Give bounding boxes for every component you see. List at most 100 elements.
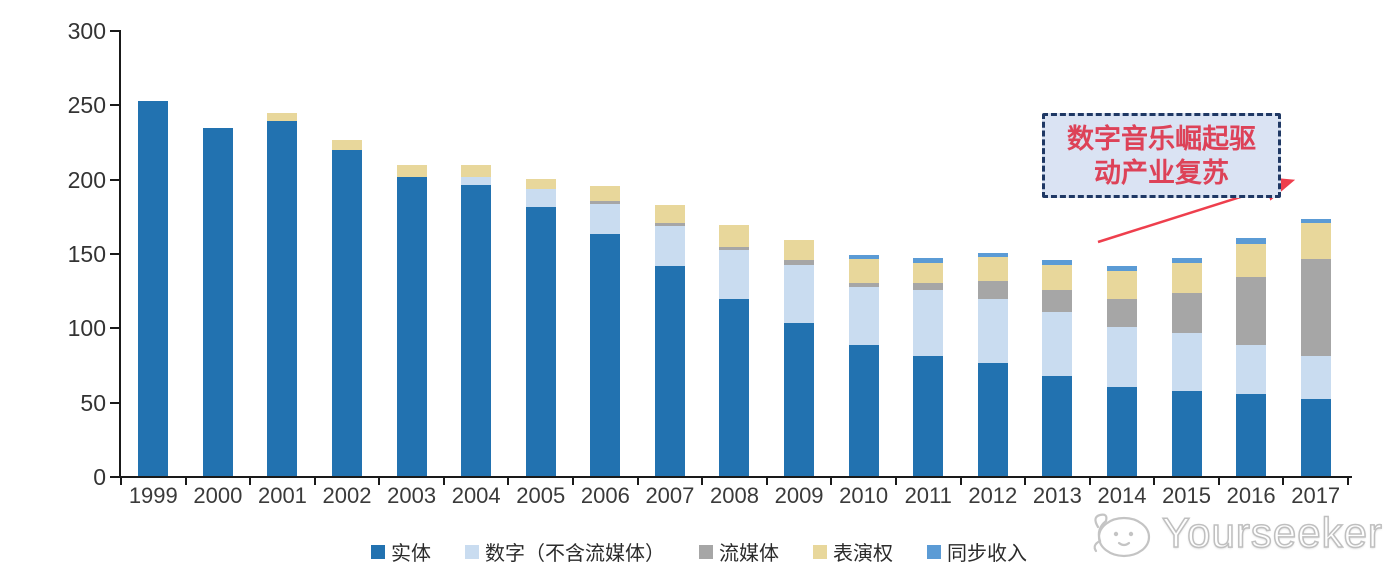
x-axis-label: 2004 (451, 483, 501, 508)
bar-segment-physical (654, 266, 685, 476)
bar-2008 (719, 224, 750, 476)
bar-slot-2012 (961, 30, 1026, 476)
bar-segment-streaming (654, 223, 685, 227)
bar-segment-physical (525, 206, 556, 476)
bar-segment-streaming (1171, 293, 1202, 334)
x-axis-tick-mark (572, 478, 575, 485)
x-axis-line (112, 476, 1352, 478)
y-axis-tick-label: 150 (67, 241, 106, 267)
x-axis-label: 2013 (1032, 483, 1082, 508)
x-axis-label: 2007 (645, 483, 695, 508)
bar-segment-digital-excl-streaming (977, 299, 1008, 364)
legend-label: 同步收入 (947, 543, 1027, 565)
y-axis-tick-label: 50 (80, 389, 106, 416)
x-axis-label: 2005 (516, 483, 566, 508)
bar-segment-sync-revenue (1171, 257, 1202, 264)
bar-2004 (461, 165, 492, 476)
bar-segment-performance-rights (267, 113, 298, 121)
x-axis-label: 2017 (1291, 483, 1341, 508)
legend-item-sync-revenue: 同步收入 (927, 537, 1027, 566)
bar-segment-sync-revenue (977, 253, 1008, 258)
annotation-text-line1: 数字音乐崛起驱 (1067, 123, 1256, 154)
x-axis-tick-mark (507, 478, 510, 485)
y-axis-line (119, 30, 121, 478)
y-axis-tick-mark (110, 327, 120, 330)
x-axis-tick-mark (1282, 478, 1285, 485)
x-axis-label: 2015 (1162, 483, 1212, 508)
bar-2006 (590, 186, 621, 476)
bar-1999 (138, 101, 169, 476)
bar-slot-2016 (1219, 30, 1284, 476)
x-axis-tick-mark (830, 478, 833, 485)
annotation-text-line2: 动产业复苏 (1094, 157, 1229, 188)
x-axis-tick-mark (313, 478, 316, 485)
bar-segment-digital-excl-streaming (784, 264, 815, 323)
y-axis-tick-label: 300 (67, 18, 106, 44)
bar-2011 (913, 257, 944, 476)
bar-segment-physical (1106, 386, 1137, 476)
bar-segment-physical (784, 322, 815, 476)
bar-segment-performance-rights (784, 239, 815, 261)
x-axis-label: 2011 (904, 483, 952, 508)
x-axis-labels: 1999 2000 2001 2002 2003 2004 2005 2006 2007 2008… (121, 483, 1348, 509)
bar-2000 (202, 128, 233, 476)
bar-slot-2007 (638, 30, 703, 476)
bar-2013 (1042, 260, 1073, 476)
bar-segment-digital-excl-streaming (590, 203, 621, 234)
x-axis-label: 2009 (774, 483, 824, 508)
bar-segment-sync-revenue (1106, 266, 1137, 271)
bar-segment-streaming (848, 282, 879, 288)
y-axis-tick-label: 200 (67, 166, 106, 193)
legend-swatch (813, 544, 827, 559)
bar-slot-2011 (896, 30, 961, 476)
bar-2016 (1236, 238, 1267, 476)
y-axis-tick-mark (110, 253, 120, 255)
bar-2009 (784, 239, 815, 476)
y-axis-tick-label: 0 (93, 464, 106, 490)
bar-segment-streaming (1042, 290, 1073, 313)
x-axis-label: 2001 (257, 483, 307, 508)
bar-slot-2006 (573, 30, 638, 476)
bar-segment-streaming (590, 201, 621, 204)
bar-segment-physical (396, 177, 427, 476)
x-axis-label: 2002 (322, 483, 372, 508)
y-axis-tick-label: 250 (67, 92, 106, 119)
bar-2003 (396, 165, 427, 476)
x-axis-label: 2008 (710, 483, 759, 508)
y-axis-tick-mark (110, 476, 120, 478)
legend-item-digital-excl-streaming: 数字（不含流媒体） (465, 537, 665, 566)
watermark: Yourseeker (1086, 503, 1398, 565)
x-axis-tick-mark (1024, 478, 1027, 485)
bar-segment-physical (977, 363, 1008, 476)
legend-swatch (699, 544, 713, 559)
x-axis-tick-mark (701, 478, 704, 485)
bar-segment-sync-revenue (1042, 260, 1073, 265)
x-axis-label: 2010 (839, 483, 889, 508)
y-axis-tick-label: 100 (67, 315, 106, 342)
bar-2002 (332, 140, 363, 476)
watermark-text: Yourseeker (1161, 508, 1383, 557)
bar-slot-1999 (121, 30, 186, 476)
bar-2007 (654, 205, 685, 476)
bar-slot-2003 (379, 30, 444, 476)
bar-segment-physical (1171, 391, 1202, 476)
bar-segment-digital-excl-streaming (1106, 327, 1137, 387)
bar-segment-streaming (977, 281, 1008, 300)
bar-2005 (525, 178, 556, 476)
x-axis-label: 2016 (1226, 483, 1276, 508)
bar-segment-physical (719, 299, 750, 476)
x-axis-tick-mark (765, 478, 768, 485)
bar-segment-streaming (1300, 258, 1331, 356)
bar-segment-streaming (719, 247, 750, 251)
bar-segment-physical (1236, 394, 1267, 476)
bar-segment-streaming (1106, 299, 1137, 328)
x-axis-tick-mark (894, 478, 897, 485)
x-axis-tick-mark (1217, 478, 1220, 485)
bar-segment-physical (590, 233, 621, 476)
bar-segment-performance-rights (461, 165, 492, 178)
bar-slot-2008 (702, 30, 767, 476)
chart-legend: 实体 数字（不含流媒体） 流媒体 表演权 同步收入 (0, 537, 1398, 566)
bar-segment-physical (138, 101, 169, 476)
bar-segment-performance-rights (332, 140, 363, 151)
